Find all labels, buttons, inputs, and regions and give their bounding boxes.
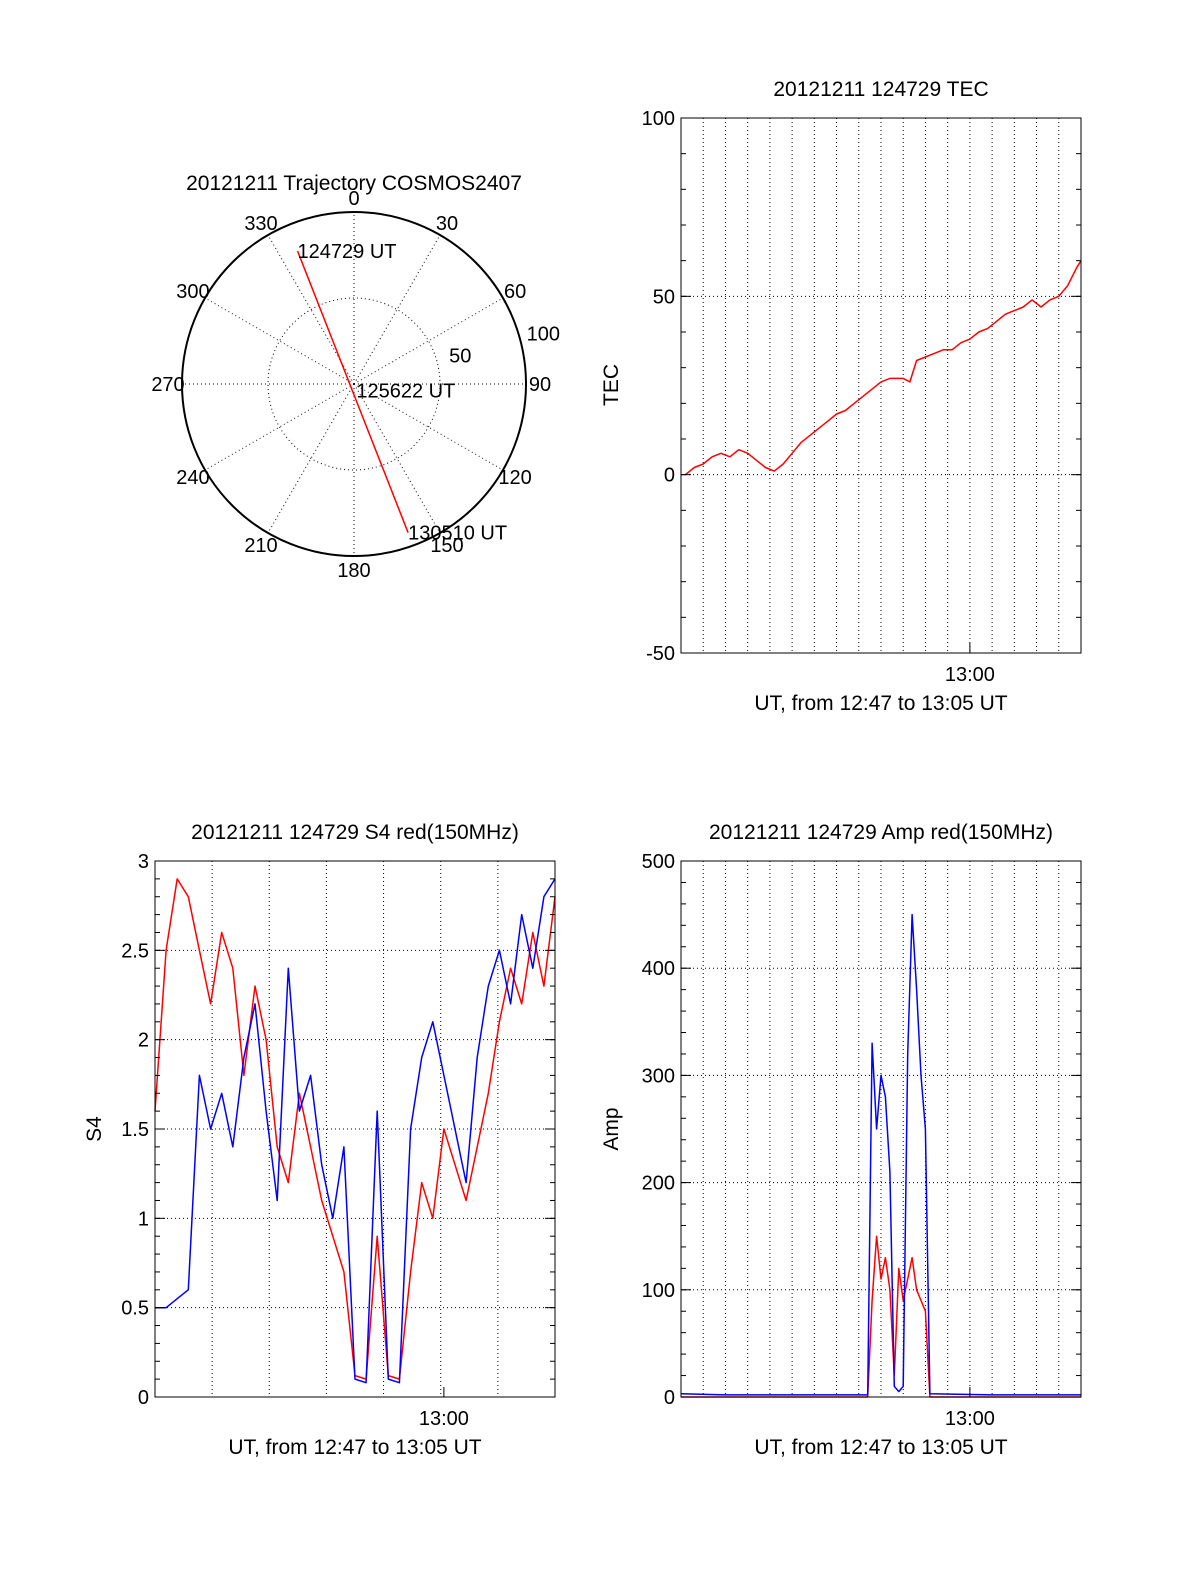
amp-series-line [681, 1235, 1081, 1398]
radius-label-100: 100 [527, 323, 560, 345]
s4-ytick-label: 1 [138, 1208, 149, 1230]
s4-ylabel: S4 [83, 1116, 106, 1142]
azimuth-label-150: 150 [430, 535, 463, 557]
azimuth-label-90: 90 [529, 374, 551, 396]
trajectory-time-label: 130510 UT [408, 523, 507, 545]
polar-spoke-150 [353, 383, 441, 534]
amp-ytick-label: 100 [642, 1280, 675, 1302]
amp-plot-frame [680, 860, 1082, 1398]
tec-panel: 20121211 124729 TEC -50 0 50 100 13:00 UT, f… [600, 78, 1082, 715]
tec-xlabel: UT, from 12:47 to 13:05 UT [754, 692, 1007, 715]
amp-ytick-label: 200 [642, 1173, 675, 1195]
tec-ytick-label: 50 [653, 286, 675, 308]
tec-ticks: -50 0 50 100 13:00 [642, 108, 1081, 686]
polar-spoke-210 [267, 383, 355, 534]
amp-xtick-label: 13:00 [945, 1408, 995, 1430]
trajectory-time-label: 125622 UT [356, 380, 455, 402]
s4-series [154, 878, 556, 1384]
amp-ytick-label: 400 [642, 958, 675, 980]
amp-panel: 20121211 124729 Amp red(150MHz) 0 100 200 3… [600, 821, 1082, 1459]
azimuth-label-270: 270 [151, 374, 184, 396]
amp-ytick-label: 500 [642, 851, 675, 873]
polar-spoke-240 [204, 383, 355, 471]
s4-ytick-label: 0.5 [121, 1298, 149, 1320]
trajectory-time-label: 124729 UT [298, 241, 397, 263]
tec-title: 20121211 124729 TEC [773, 78, 988, 101]
s4-title: 20121211 124729 S4 red(150MHz) [191, 821, 519, 844]
tec-ytick-label: 0 [664, 465, 675, 487]
s4-panel: 20121211 124729 S4 red(150MHz) 0 0.5 1 1.5 2… [83, 821, 556, 1459]
amp-series-line [680, 913, 1081, 1396]
s4-ytick-label: 3 [138, 851, 149, 873]
polar-spoke-300 [204, 297, 355, 385]
amp-ylabel: Amp [600, 1107, 623, 1150]
polar-outer-circle [181, 211, 527, 557]
azimuth-label-180: 180 [337, 560, 370, 582]
s4-ytick-label: 2.5 [121, 940, 149, 962]
amp-ticks: 0 100 200 300 400 500 13:00 [642, 851, 1081, 1430]
radius-label-50: 50 [449, 346, 471, 368]
polar-spoke-30 [353, 234, 441, 385]
amp-ytick-label: 0 [664, 1387, 675, 1409]
s4-ytick-label: 2 [138, 1030, 149, 1052]
polar-spoke-60 [353, 297, 504, 385]
polar-annotations: 124729 UT 125622 UT 130510 UT [298, 241, 508, 545]
azimuth-label-0: 0 [348, 188, 359, 210]
s4-series-line [155, 878, 556, 1384]
tec-xtick-label: 13:00 [945, 664, 995, 686]
trajectory-title: 20121211 Trajectory COSMOS2407 [186, 172, 522, 195]
tec-ytick-label: -50 [646, 643, 675, 665]
azimuth-label-210: 210 [244, 535, 277, 557]
tec-ytick-label: 100 [642, 108, 675, 130]
s4-grid [155, 861, 555, 1397]
s4-ytick-label: 0 [138, 1387, 149, 1409]
s4-ytick-label: 1.5 [121, 1119, 149, 1141]
s4-xtick-label: 13:00 [419, 1408, 469, 1430]
s4-xlabel: UT, from 12:47 to 13:05 UT [228, 1436, 481, 1459]
amp-series [680, 913, 1081, 1398]
s4-ticks: 0 0.5 1 1.5 2 2.5 3 13:00 [121, 851, 555, 1430]
azimuth-label-330: 330 [244, 213, 277, 235]
azimuth-label-240: 240 [176, 467, 209, 489]
polar-spoke-120 [353, 383, 504, 471]
tec-grid [681, 118, 1081, 653]
polar-grid-circle-50 [267, 297, 441, 471]
tec-series-line [684, 260, 1082, 476]
azimuth-label-30: 30 [436, 213, 458, 235]
trajectory-panel: 20121211 Trajectory COSMOS2407 0 30 60 90 12… [151, 172, 560, 582]
tec-series [684, 260, 1082, 476]
amp-title: 20121211 124729 Amp red(150MHz) [709, 821, 1053, 844]
amp-xlabel: UT, from 12:47 to 13:05 UT [754, 1436, 1007, 1459]
polar-series [296, 250, 409, 533]
amp-ytick-label: 300 [642, 1065, 675, 1087]
azimuth-label-60: 60 [504, 281, 526, 303]
azimuth-label-300: 300 [176, 281, 209, 303]
tec-plot-frame [680, 117, 1082, 654]
trajectory-line [296, 250, 409, 533]
tec-ylabel: TEC [600, 364, 623, 406]
polar-labels: 0 30 60 90 120 150 180 210 240 270 300 330 50 100 [151, 188, 560, 582]
azimuth-label-120: 120 [498, 467, 531, 489]
polar-grid [181, 211, 527, 557]
